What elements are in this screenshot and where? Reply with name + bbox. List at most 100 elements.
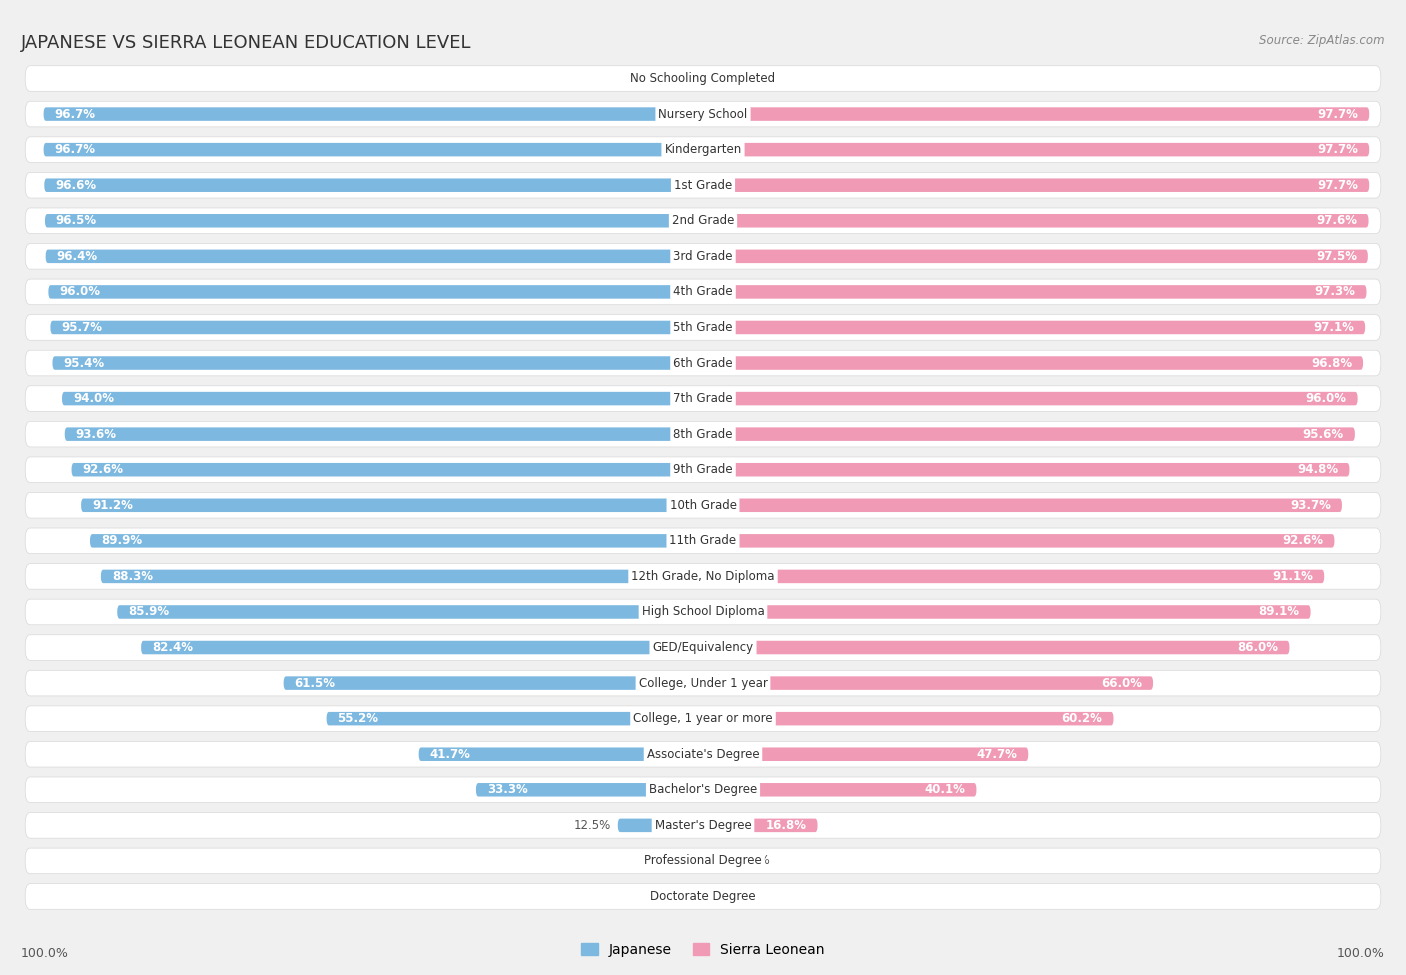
- Text: 7th Grade: 7th Grade: [673, 392, 733, 405]
- FancyBboxPatch shape: [45, 214, 703, 227]
- FancyBboxPatch shape: [25, 848, 1381, 874]
- Text: 4th Grade: 4th Grade: [673, 286, 733, 298]
- FancyBboxPatch shape: [25, 279, 1381, 305]
- FancyBboxPatch shape: [703, 534, 1334, 548]
- Text: 100.0%: 100.0%: [1337, 947, 1385, 960]
- Text: 91.2%: 91.2%: [91, 499, 134, 512]
- Text: 88.3%: 88.3%: [112, 570, 153, 583]
- Text: 2.0%: 2.0%: [724, 890, 754, 903]
- Legend: Japanese, Sierra Leonean: Japanese, Sierra Leonean: [575, 937, 831, 962]
- Text: 33.3%: 33.3%: [486, 783, 527, 797]
- FancyBboxPatch shape: [25, 812, 1381, 838]
- FancyBboxPatch shape: [25, 136, 1381, 163]
- FancyBboxPatch shape: [141, 641, 703, 654]
- Text: 97.5%: 97.5%: [1316, 250, 1357, 263]
- FancyBboxPatch shape: [703, 178, 1369, 192]
- Text: Source: ZipAtlas.com: Source: ZipAtlas.com: [1260, 34, 1385, 47]
- Text: 96.0%: 96.0%: [59, 286, 100, 298]
- FancyBboxPatch shape: [703, 890, 717, 903]
- Text: 85.9%: 85.9%: [128, 605, 169, 618]
- Text: 95.4%: 95.4%: [63, 357, 104, 370]
- Text: 41.7%: 41.7%: [430, 748, 471, 760]
- FancyBboxPatch shape: [25, 883, 1381, 910]
- Text: 55.2%: 55.2%: [337, 712, 378, 725]
- Text: 89.1%: 89.1%: [1258, 605, 1299, 618]
- FancyBboxPatch shape: [72, 463, 703, 477]
- Text: 91.1%: 91.1%: [1272, 570, 1313, 583]
- Text: College, 1 year or more: College, 1 year or more: [633, 712, 773, 725]
- Text: 89.9%: 89.9%: [101, 534, 142, 547]
- FancyBboxPatch shape: [679, 854, 703, 868]
- FancyBboxPatch shape: [703, 107, 1369, 121]
- FancyBboxPatch shape: [25, 564, 1381, 589]
- FancyBboxPatch shape: [25, 350, 1381, 375]
- FancyBboxPatch shape: [703, 285, 1367, 298]
- FancyBboxPatch shape: [703, 143, 1369, 156]
- Text: 11th Grade: 11th Grade: [669, 534, 737, 547]
- Text: 12th Grade, No Diploma: 12th Grade, No Diploma: [631, 570, 775, 583]
- Text: 3rd Grade: 3rd Grade: [673, 250, 733, 263]
- FancyBboxPatch shape: [25, 777, 1381, 802]
- Text: 8th Grade: 8th Grade: [673, 428, 733, 441]
- Text: 96.8%: 96.8%: [1310, 357, 1353, 370]
- Text: 2nd Grade: 2nd Grade: [672, 214, 734, 227]
- Text: 96.7%: 96.7%: [55, 107, 96, 121]
- FancyBboxPatch shape: [25, 173, 1381, 198]
- FancyBboxPatch shape: [284, 677, 703, 690]
- Text: 100.0%: 100.0%: [21, 947, 69, 960]
- Text: 10th Grade: 10th Grade: [669, 499, 737, 512]
- Text: Professional Degree: Professional Degree: [644, 854, 762, 868]
- Text: 16.8%: 16.8%: [766, 819, 807, 832]
- Text: 60.2%: 60.2%: [1062, 712, 1102, 725]
- FancyBboxPatch shape: [703, 677, 1153, 690]
- Text: 92.6%: 92.6%: [83, 463, 124, 476]
- FancyBboxPatch shape: [65, 427, 703, 441]
- Text: 96.6%: 96.6%: [55, 178, 96, 192]
- FancyBboxPatch shape: [25, 208, 1381, 234]
- FancyBboxPatch shape: [25, 386, 1381, 411]
- Text: Bachelor's Degree: Bachelor's Degree: [650, 783, 756, 797]
- Text: Nursery School: Nursery School: [658, 107, 748, 121]
- FancyBboxPatch shape: [44, 178, 703, 192]
- FancyBboxPatch shape: [25, 528, 1381, 554]
- FancyBboxPatch shape: [703, 605, 1310, 619]
- Text: Kindergarten: Kindergarten: [665, 143, 741, 156]
- Text: 1st Grade: 1st Grade: [673, 178, 733, 192]
- FancyBboxPatch shape: [52, 356, 703, 370]
- FancyBboxPatch shape: [44, 107, 703, 121]
- FancyBboxPatch shape: [703, 854, 734, 868]
- Text: 93.6%: 93.6%: [76, 428, 117, 441]
- Text: High School Diploma: High School Diploma: [641, 605, 765, 618]
- Text: 9th Grade: 9th Grade: [673, 463, 733, 476]
- Text: 66.0%: 66.0%: [1101, 677, 1142, 689]
- Text: 86.0%: 86.0%: [1237, 641, 1278, 654]
- Text: 3.3%: 3.3%: [644, 72, 673, 85]
- Text: 97.7%: 97.7%: [1317, 107, 1358, 121]
- Text: Doctorate Degree: Doctorate Degree: [650, 890, 756, 903]
- FancyBboxPatch shape: [25, 65, 1381, 92]
- Text: 12.5%: 12.5%: [574, 819, 612, 832]
- Text: 93.7%: 93.7%: [1291, 499, 1331, 512]
- Text: Associate's Degree: Associate's Degree: [647, 748, 759, 760]
- Text: 95.6%: 95.6%: [1303, 428, 1344, 441]
- Text: Master's Degree: Master's Degree: [655, 819, 751, 832]
- Text: 94.0%: 94.0%: [73, 392, 114, 405]
- Text: 47.7%: 47.7%: [977, 748, 1018, 760]
- FancyBboxPatch shape: [693, 890, 703, 903]
- Text: 97.6%: 97.6%: [1316, 214, 1358, 227]
- Text: 97.3%: 97.3%: [1315, 286, 1355, 298]
- FancyBboxPatch shape: [25, 670, 1381, 696]
- FancyBboxPatch shape: [703, 498, 1341, 512]
- FancyBboxPatch shape: [703, 569, 1324, 583]
- FancyBboxPatch shape: [25, 600, 1381, 625]
- FancyBboxPatch shape: [25, 244, 1381, 269]
- FancyBboxPatch shape: [703, 783, 976, 797]
- FancyBboxPatch shape: [419, 748, 703, 760]
- Text: 2.3%: 2.3%: [725, 72, 755, 85]
- Text: 3.5%: 3.5%: [643, 854, 672, 868]
- Text: 96.0%: 96.0%: [1306, 392, 1347, 405]
- Text: 61.5%: 61.5%: [294, 677, 336, 689]
- Text: 92.6%: 92.6%: [1282, 534, 1323, 547]
- Text: 5th Grade: 5th Grade: [673, 321, 733, 334]
- FancyBboxPatch shape: [25, 706, 1381, 731]
